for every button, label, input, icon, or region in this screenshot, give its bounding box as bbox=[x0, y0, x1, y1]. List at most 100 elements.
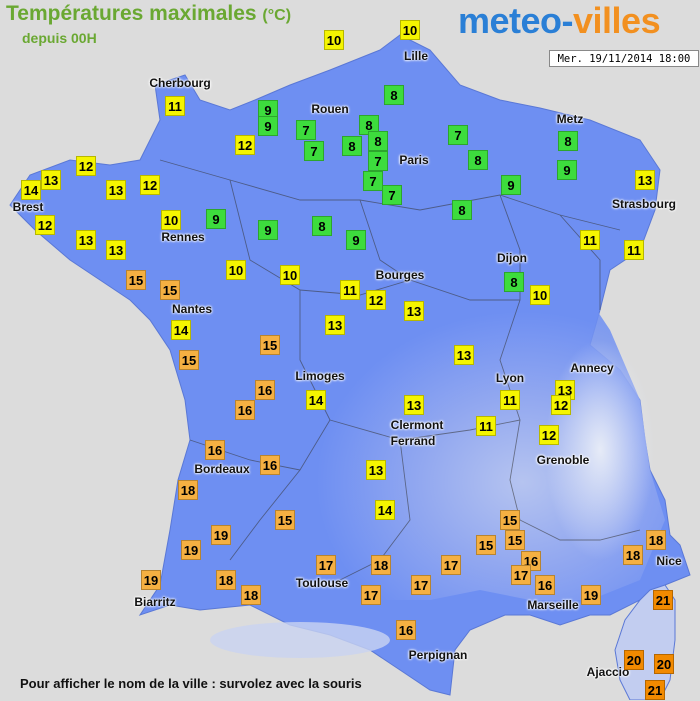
temperature-marker[interactable]: 9 bbox=[557, 160, 577, 180]
temperature-marker[interactable]: 13 bbox=[106, 180, 126, 200]
temperature-marker[interactable]: 13 bbox=[106, 240, 126, 260]
temperature-marker[interactable]: 10 bbox=[280, 265, 300, 285]
temperature-marker[interactable]: 10 bbox=[161, 210, 181, 230]
temperature-marker[interactable]: 8 bbox=[452, 200, 472, 220]
city-label-biarritz: Biarritz bbox=[134, 595, 176, 609]
temperature-marker[interactable]: 21 bbox=[653, 590, 673, 610]
temperature-marker[interactable]: 15 bbox=[260, 335, 280, 355]
temperature-marker[interactable]: 8 bbox=[558, 131, 578, 151]
temperature-marker[interactable]: 18 bbox=[623, 545, 643, 565]
temperature-marker[interactable]: 12 bbox=[140, 175, 160, 195]
temperature-marker[interactable]: 9 bbox=[346, 230, 366, 250]
temperature-marker[interactable]: 10 bbox=[226, 260, 246, 280]
city-label-nantes: Nantes bbox=[171, 302, 213, 316]
temperature-marker[interactable]: 13 bbox=[325, 315, 345, 335]
city-label-lille: Lille bbox=[403, 49, 429, 63]
temperature-marker[interactable]: 11 bbox=[476, 416, 496, 436]
temperature-marker[interactable]: 11 bbox=[165, 96, 185, 116]
temperature-marker[interactable]: 8 bbox=[342, 136, 362, 156]
map-title: Températures maximales (°C) bbox=[6, 2, 292, 25]
temperature-marker[interactable]: 10 bbox=[324, 30, 344, 50]
temperature-marker[interactable]: 15 bbox=[126, 270, 146, 290]
temperature-marker[interactable]: 19 bbox=[211, 525, 231, 545]
temperature-marker[interactable]: 8 bbox=[504, 272, 524, 292]
temperature-marker[interactable]: 7 bbox=[368, 151, 388, 171]
temperature-marker[interactable]: 9 bbox=[258, 116, 278, 136]
temperature-marker[interactable]: 13 bbox=[366, 460, 386, 480]
temperature-marker[interactable]: 10 bbox=[530, 285, 550, 305]
city-label-lyon: Lyon bbox=[495, 371, 525, 385]
temperature-marker[interactable]: 16 bbox=[396, 620, 416, 640]
temperature-marker[interactable]: 14 bbox=[306, 390, 326, 410]
temperature-marker[interactable]: 13 bbox=[454, 345, 474, 365]
temperature-marker[interactable]: 13 bbox=[404, 301, 424, 321]
temperature-marker[interactable]: 13 bbox=[404, 395, 424, 415]
temperature-marker[interactable]: 8 bbox=[468, 150, 488, 170]
date-timestamp: Mer. 19/11/2014 18:00 bbox=[549, 50, 699, 67]
temperature-marker[interactable]: 11 bbox=[624, 240, 644, 260]
temperature-marker[interactable]: 15 bbox=[476, 535, 496, 555]
temperature-marker[interactable]: 12 bbox=[35, 215, 55, 235]
temperature-marker[interactable]: 11 bbox=[500, 390, 520, 410]
temperature-marker[interactable]: 8 bbox=[312, 216, 332, 236]
temperature-marker[interactable]: 14 bbox=[171, 320, 191, 340]
temperature-marker[interactable]: 13 bbox=[41, 170, 61, 190]
temperature-marker[interactable]: 17 bbox=[411, 575, 431, 595]
city-label-nice: Nice bbox=[656, 554, 682, 568]
temperature-marker[interactable]: 16 bbox=[260, 455, 280, 475]
temperature-marker[interactable]: 15 bbox=[179, 350, 199, 370]
site-logo[interactable]: meteo-villes bbox=[458, 0, 661, 41]
region-borders bbox=[159, 159, 641, 581]
city-label-cherbourg: Cherbourg bbox=[149, 76, 211, 90]
temperature-marker[interactable]: 12 bbox=[235, 135, 255, 155]
temperature-marker[interactable]: 9 bbox=[206, 209, 226, 229]
temperature-marker[interactable]: 20 bbox=[624, 650, 644, 670]
temperature-marker[interactable]: 13 bbox=[635, 170, 655, 190]
temperature-marker[interactable]: 7 bbox=[448, 125, 468, 145]
temperature-marker[interactable]: 11 bbox=[580, 230, 600, 250]
temperature-marker[interactable]: 15 bbox=[505, 530, 525, 550]
temperature-marker[interactable]: 9 bbox=[258, 220, 278, 240]
temperature-marker[interactable]: 18 bbox=[371, 555, 391, 575]
temperature-marker[interactable]: 12 bbox=[366, 290, 386, 310]
temperature-marker[interactable]: 19 bbox=[581, 585, 601, 605]
temperature-marker[interactable]: 7 bbox=[382, 185, 402, 205]
temperature-marker[interactable]: 15 bbox=[160, 280, 180, 300]
temperature-marker[interactable]: 12 bbox=[539, 425, 559, 445]
temperature-marker[interactable]: 21 bbox=[645, 680, 665, 700]
temperature-marker[interactable]: 16 bbox=[255, 380, 275, 400]
temperature-marker[interactable]: 14 bbox=[21, 180, 41, 200]
temperature-marker[interactable]: 13 bbox=[76, 230, 96, 250]
temperature-marker[interactable]: 16 bbox=[205, 440, 225, 460]
hover-hint: Pour afficher le nom de la ville : survo… bbox=[20, 676, 362, 691]
temperature-marker[interactable]: 7 bbox=[296, 120, 316, 140]
temperature-marker[interactable]: 12 bbox=[551, 395, 571, 415]
temperature-marker[interactable]: 16 bbox=[235, 400, 255, 420]
temperature-marker[interactable]: 10 bbox=[400, 20, 420, 40]
city-label-ferrand: Ferrand bbox=[390, 434, 436, 448]
temperature-marker[interactable]: 17 bbox=[511, 565, 531, 585]
city-label-grenoble: Grenoble bbox=[536, 453, 590, 467]
temperature-marker[interactable]: 17 bbox=[441, 555, 461, 575]
temperature-marker[interactable]: 19 bbox=[181, 540, 201, 560]
temperature-marker[interactable]: 9 bbox=[501, 175, 521, 195]
temperature-marker[interactable]: 16 bbox=[535, 575, 555, 595]
temperature-marker[interactable]: 11 bbox=[340, 280, 360, 300]
city-label-annecy: Annecy bbox=[570, 361, 614, 375]
temperature-marker[interactable]: 12 bbox=[76, 156, 96, 176]
temperature-marker[interactable]: 8 bbox=[368, 131, 388, 151]
temperature-marker[interactable]: 18 bbox=[178, 480, 198, 500]
temperature-marker[interactable]: 17 bbox=[316, 555, 336, 575]
temperature-marker[interactable]: 7 bbox=[304, 141, 324, 161]
temperature-marker[interactable]: 8 bbox=[384, 85, 404, 105]
temperature-marker[interactable]: 20 bbox=[654, 654, 674, 674]
temperature-marker[interactable]: 18 bbox=[646, 530, 666, 550]
temperature-marker[interactable]: 15 bbox=[500, 510, 520, 530]
temperature-marker[interactable]: 18 bbox=[216, 570, 236, 590]
temperature-marker[interactable]: 7 bbox=[363, 171, 383, 191]
temperature-marker[interactable]: 18 bbox=[241, 585, 261, 605]
temperature-marker[interactable]: 14 bbox=[375, 500, 395, 520]
temperature-marker[interactable]: 15 bbox=[275, 510, 295, 530]
temperature-marker[interactable]: 17 bbox=[361, 585, 381, 605]
temperature-marker[interactable]: 19 bbox=[141, 570, 161, 590]
